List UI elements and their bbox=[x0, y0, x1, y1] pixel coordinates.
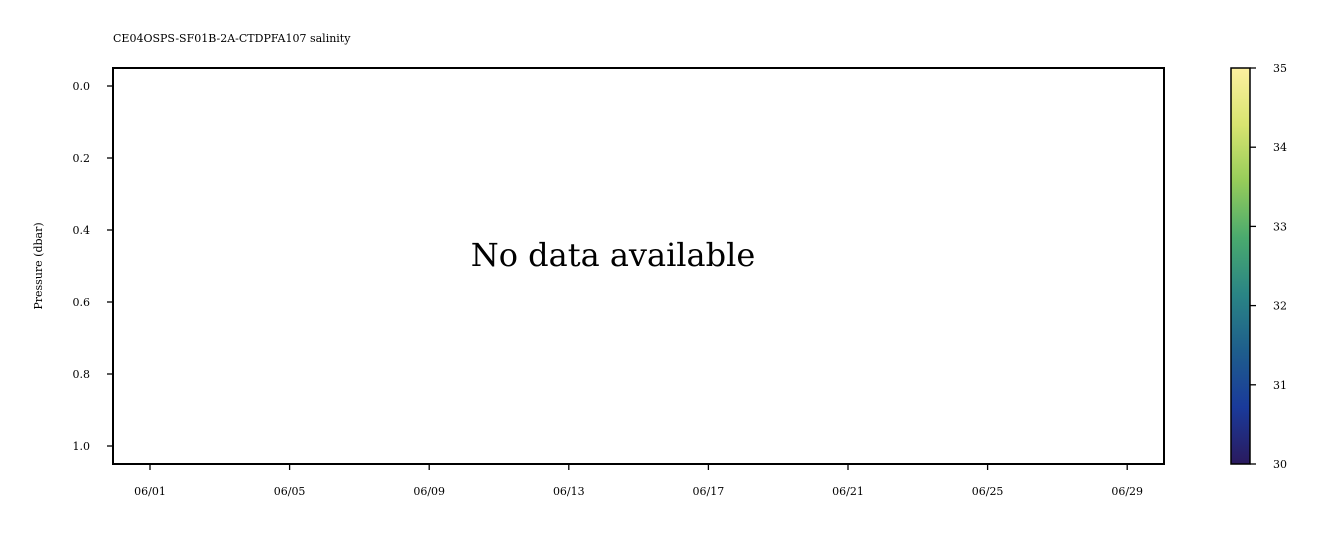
x-tick-label: 06/25 bbox=[972, 485, 1004, 498]
x-tick-label: 06/09 bbox=[413, 485, 445, 498]
y-axis: 0.0 0.2 0.4 0.6 0.8 1.0 bbox=[73, 80, 113, 453]
y-tick-label: 0.8 bbox=[73, 368, 91, 381]
x-axis: 06/01 06/05 06/09 06/13 06/17 06/21 06/25 06/29 bbox=[134, 464, 1143, 498]
chart-title: CE04OSPS-SF01B-2A-CTDPFA107 salinity bbox=[113, 32, 351, 45]
x-tick-label: 06/13 bbox=[553, 485, 585, 498]
x-tick-label: 06/01 bbox=[134, 485, 166, 498]
colorbar-axis: 30 31 32 33 34 35 bbox=[1250, 62, 1287, 471]
colorbar-tick-label: 30 bbox=[1273, 458, 1287, 471]
y-tick-label: 0.4 bbox=[73, 224, 91, 237]
colorbar-tick-label: 32 bbox=[1273, 300, 1287, 313]
y-tick-label: 1.0 bbox=[73, 440, 91, 453]
colorbar-tick-label: 35 bbox=[1273, 62, 1287, 75]
colorbar bbox=[1230, 67, 1251, 465]
y-tick-label: 0.2 bbox=[73, 152, 91, 165]
colorbar-tick-label: 31 bbox=[1273, 379, 1287, 392]
colorbar-tick-label: 34 bbox=[1273, 141, 1287, 154]
no-data-annotation: No data available bbox=[471, 236, 756, 274]
y-axis-label: Pressure (dbar) bbox=[32, 222, 45, 309]
y-tick-label: 0.0 bbox=[73, 80, 91, 93]
colorbar-tick-label: 33 bbox=[1273, 220, 1287, 233]
x-tick-label: 06/17 bbox=[693, 485, 725, 498]
x-tick-label: 06/21 bbox=[832, 485, 864, 498]
plot-area bbox=[112, 67, 1165, 465]
y-tick-label: 0.6 bbox=[73, 296, 91, 309]
x-tick-label: 06/05 bbox=[274, 485, 306, 498]
x-tick-label: 06/29 bbox=[1111, 485, 1143, 498]
